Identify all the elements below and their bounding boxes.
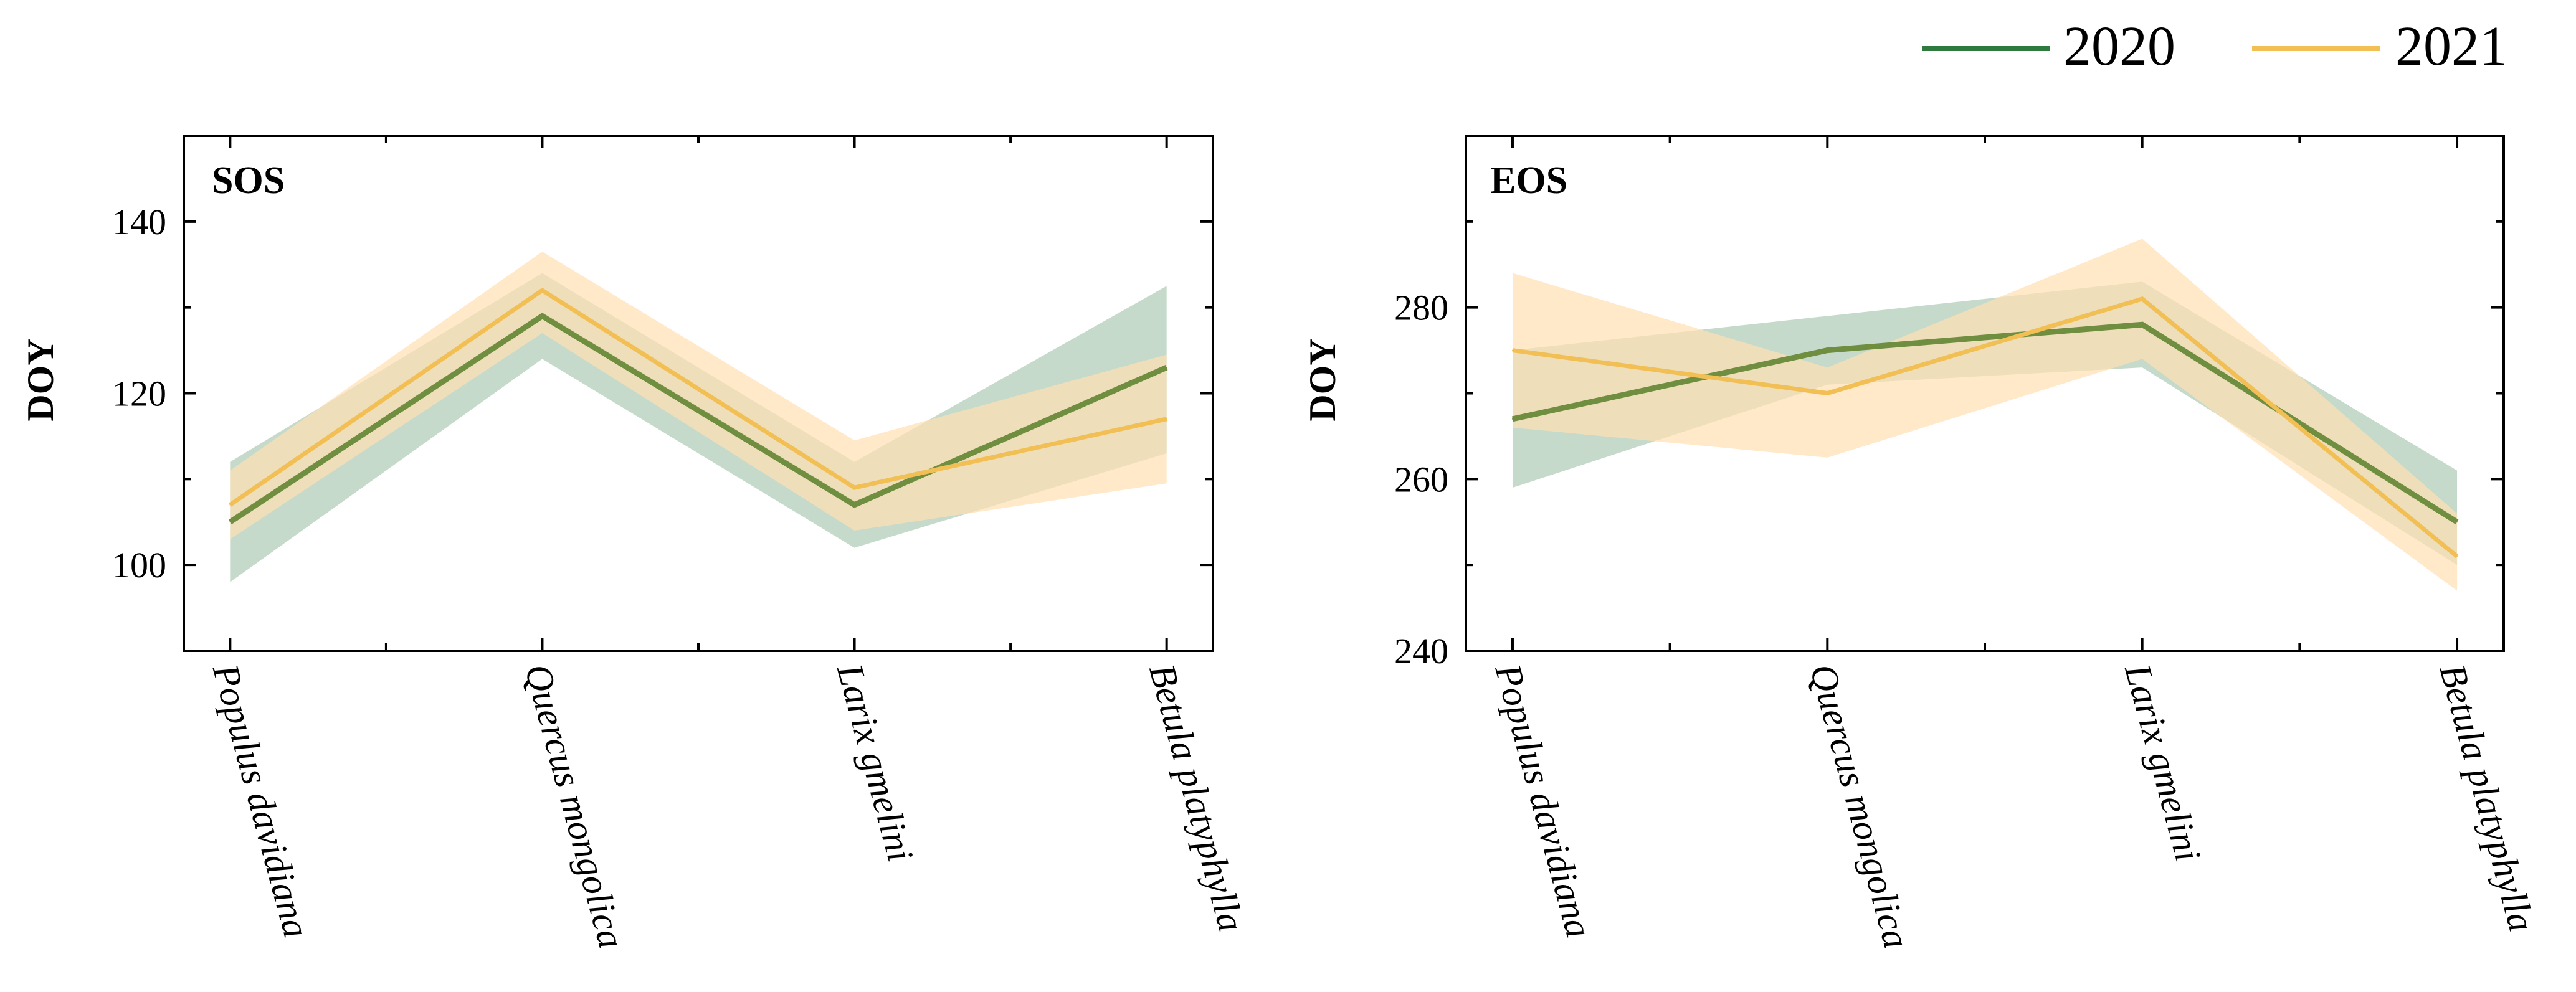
eos-x-tick-label: Betula platyphylla xyxy=(2431,659,2542,936)
eos-panel-label: EOS xyxy=(1490,159,1567,202)
eos-point-2021-0 xyxy=(1511,349,1513,351)
sos-x-tick-label: Larix gmelini xyxy=(829,659,921,866)
eos-y-tick-label: 280 xyxy=(1394,288,1448,328)
eos-panel: EOS DOY 240 260 280 Populus davidiana Quercu… xyxy=(1302,135,2543,953)
sos-y-tick-label: 100 xyxy=(112,545,166,585)
sos-x-tick-label: Betula platyphylla xyxy=(1141,659,1252,936)
sos-point-2021-2 xyxy=(853,487,855,489)
sos-point-2021-3 xyxy=(1166,418,1167,420)
eos-y-axis-label: DOY xyxy=(1302,338,1343,421)
sos-x-tick-label: Quercus mongolica xyxy=(517,659,632,952)
eos-point-2020-1 xyxy=(1827,349,1828,351)
sos-y-tick-label: 120 xyxy=(112,374,166,414)
sos-series-line-2020 xyxy=(228,313,1168,525)
sos-point-2020-1 xyxy=(541,315,543,317)
eos-band-2021 xyxy=(1512,239,2458,591)
eos-point-2020-2 xyxy=(2141,324,2143,326)
eos-x-tick-label: Quercus mongolica xyxy=(1802,659,1918,952)
sos-panel-label: SOS xyxy=(212,159,285,202)
sos-panel: SOS DOY 100 120 140 Populus davidiana Quercu… xyxy=(20,135,1252,953)
legend: 2020 2021 xyxy=(1922,16,2507,77)
eos-series-line-2020 xyxy=(1512,321,2459,525)
sos-point-2020-0 xyxy=(229,521,231,523)
eos-point-2021-3 xyxy=(2456,555,2458,557)
legend-label-2021: 2021 xyxy=(2395,16,2507,77)
sos-y-tick-label: 140 xyxy=(112,202,166,242)
eos-y-tick-label: 240 xyxy=(1394,631,1448,671)
sos-y-axis-label: DOY xyxy=(20,338,61,421)
eos-point-2021-2 xyxy=(2141,298,2143,300)
eos-point-2021-1 xyxy=(1827,392,1828,394)
eos-x-tick-label: Larix gmelini xyxy=(2117,659,2209,866)
sos-band-2021 xyxy=(230,252,1167,539)
sos-point-2020-2 xyxy=(853,504,855,506)
sos-point-2020-3 xyxy=(1166,367,1167,369)
legend-label-2020: 2020 xyxy=(2063,16,2175,77)
eos-point-2020-0 xyxy=(1511,418,1513,420)
sos-x-tick-label: Populus davidiana xyxy=(205,659,318,942)
eos-point-2020-3 xyxy=(2456,521,2458,523)
eos-x-tick-label: Populus davidiana xyxy=(1487,659,1600,942)
eos-series-line-2021 xyxy=(1512,296,2459,559)
sos-series-line-2021 xyxy=(229,287,1167,507)
sos-point-2021-1 xyxy=(541,290,543,291)
eos-y-tick-label: 260 xyxy=(1394,459,1448,499)
sos-point-2021-0 xyxy=(229,504,231,506)
